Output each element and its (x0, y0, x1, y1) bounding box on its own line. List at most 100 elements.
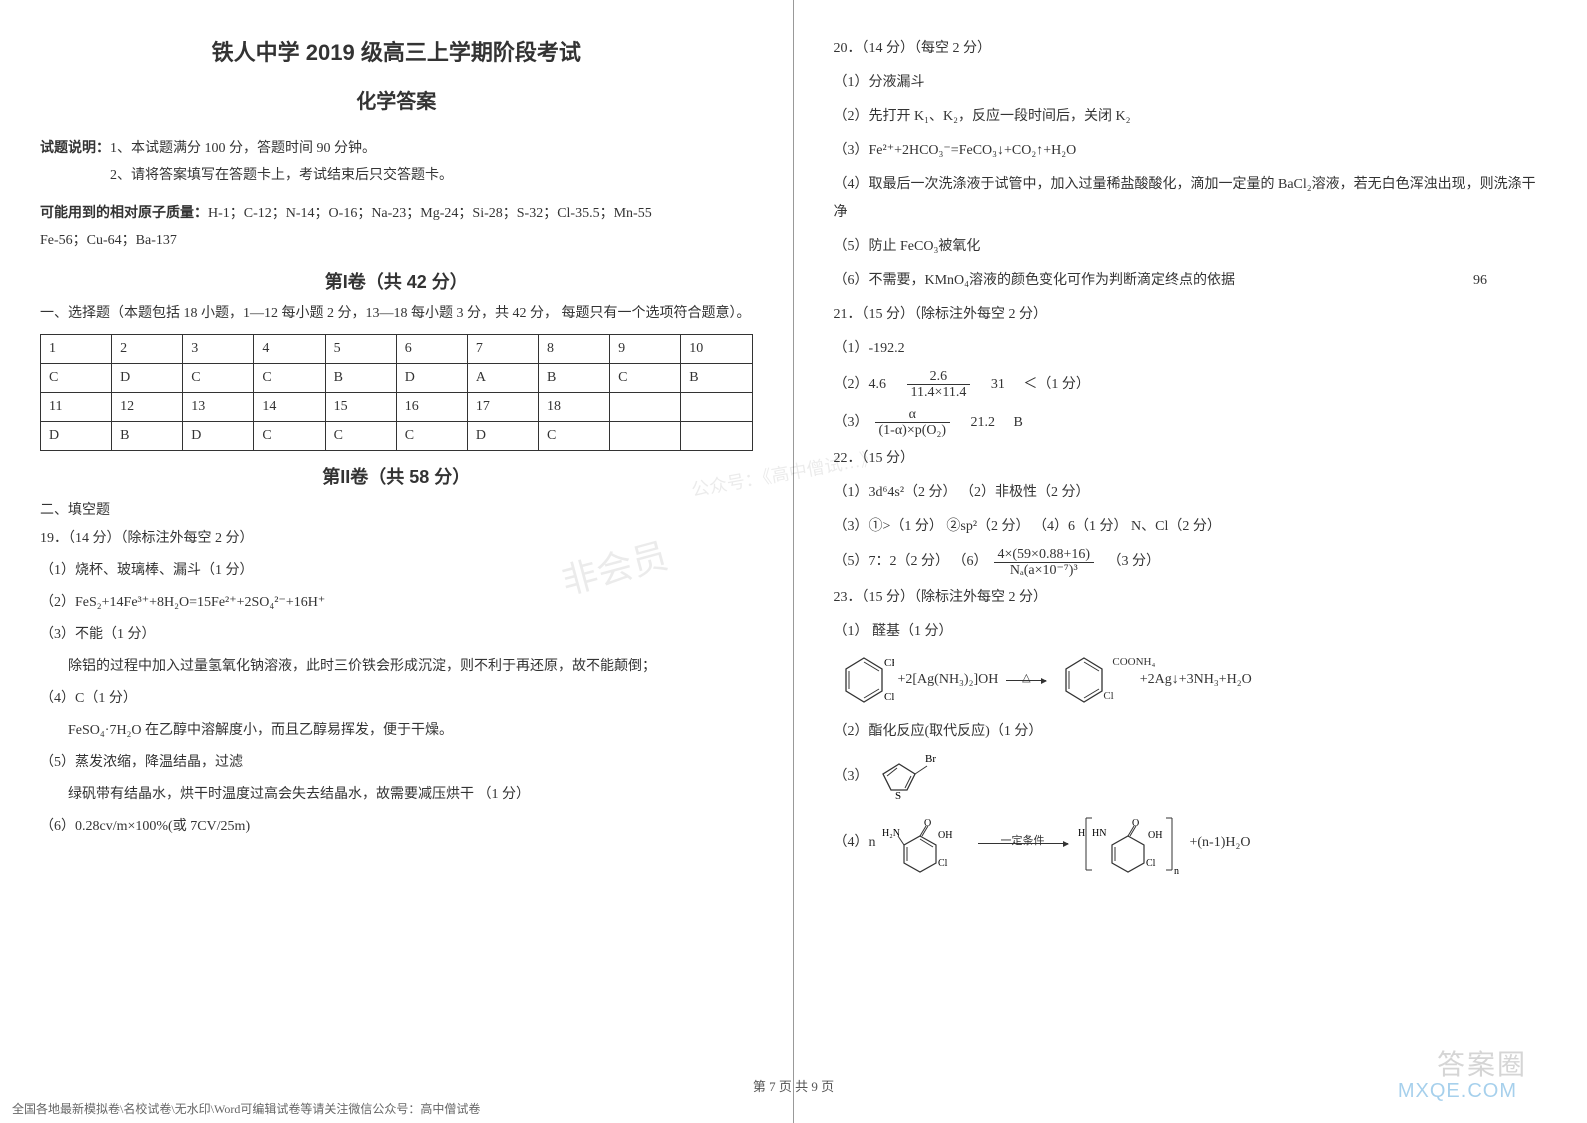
table-cell: 16 (396, 393, 467, 422)
table-cell: 4 (254, 335, 325, 364)
table-row: D B D C C C D C (41, 422, 753, 451)
q22-p6-frac: 4×(59×0.88+16) Nₐ(a×10⁻⁷)³ (994, 547, 1095, 579)
frac-num: 4×(59×0.88+16) (994, 547, 1095, 563)
q21-p2-frac: 2.6 11.4×11.4 (907, 369, 971, 401)
table-cell: C (538, 422, 609, 451)
table-cell: 14 (254, 393, 325, 422)
q23-p4: （4）n H₂N O OH Cl 一定条件 H HN (834, 808, 1548, 878)
table-cell: D (112, 364, 183, 393)
fill-label: 二、填空题 (40, 499, 753, 519)
table-cell: 11 (41, 393, 112, 422)
svg-text:Cl: Cl (938, 858, 948, 869)
frac-den: (1-α)×p(O₂) (875, 423, 951, 438)
polymer-icon: H HN O OH Cl n (1076, 808, 1186, 878)
table-cell: C (610, 364, 681, 393)
answer-table: 1 2 3 4 5 6 7 8 9 10 C D C C B D A B C (40, 334, 753, 451)
arrow-cond2: 一定条件 (1001, 830, 1045, 852)
frac-num: α (875, 407, 951, 423)
reaction4-tail: +(n-1)H₂O (1190, 829, 1251, 857)
svg-text:n: n (1174, 866, 1179, 877)
table-cell: B (681, 364, 752, 393)
q19-p4b: FeSO₄·7H₂O 在乙醇中溶解度小，而且乙醇易挥发，便于干燥。 (40, 717, 753, 745)
cl-label: Cl (884, 691, 894, 703)
table-cell: 3 (183, 335, 254, 364)
q19-head: 19．（14 分）（除标注外每空 2 分） (40, 525, 753, 553)
q23-p1: （1） 醛基（1 分） (834, 618, 1548, 646)
main-title: 铁人中学 2019 级高三上学期阶段考试 (40, 35, 753, 67)
q20-p1: （1）分液漏斗 (834, 69, 1548, 97)
table-row: 11 12 13 14 15 16 17 18 (41, 393, 753, 422)
q21-head: 21．（15 分）（除标注外每空 2 分） (834, 301, 1548, 329)
q19-p5b: 绿矾带有结晶水，烘干时温度过高会失去结晶水，故需要减压烘干 （1 分） (40, 781, 753, 809)
q23-p2: （2）酯化反应(取代反应)（1 分） (834, 718, 1548, 746)
table-cell: A (467, 364, 538, 393)
q20-head: 20．（14 分）（每空 2 分） (834, 35, 1548, 63)
table-cell: 9 (610, 335, 681, 364)
reagent-text: +2[Ag(NH₃)₂]OH (898, 666, 999, 694)
table-cell (681, 393, 752, 422)
table-cell: B (325, 364, 396, 393)
arrow-icon: 一定条件 (978, 843, 1068, 844)
q19-p6: （6）0.28cv/m×100%(或 7CV/25m) (40, 813, 753, 841)
right-column: 20．（14 分）（每空 2 分） （1）分液漏斗 （2）先打开 K₁、K₂，反… (794, 0, 1587, 1123)
q20-p6-text: （6）不需要，KMnO₄溶液的颜色变化可作为判断滴定终点的依据 (834, 273, 1236, 288)
instructions-line2: 2、请将答案填写在答题卡上，考试结束后只交答题卡。 (110, 168, 453, 183)
q21-p3a: （3） (834, 409, 869, 437)
table-cell: C (254, 422, 325, 451)
instructions: 试题说明：1、本试题满分 100 分，答题时间 90 分钟。 2、请将答案填写在… (40, 136, 753, 189)
page-number: 第 7 页 共 9 页 (0, 1076, 1587, 1095)
atomic-line1: H-1；C-12；N-14；O-16；Na-23；Mg-24；Si-28；S-3… (208, 206, 652, 221)
table-cell: C (183, 364, 254, 393)
q19-p1: （1）烧杯、玻璃棒、漏斗（1 分） (40, 557, 753, 585)
q21-p2c: ＜（1 分） (1023, 371, 1090, 399)
frac-den: 11.4×11.4 (907, 385, 971, 400)
table-cell: D (41, 422, 112, 451)
cho-label: CHO (884, 657, 894, 669)
table-cell: D (467, 422, 538, 451)
q21-p3b: 21.2 (971, 409, 996, 437)
q22-p6-note: （3 分） (1108, 548, 1161, 576)
table-cell: B (538, 364, 609, 393)
frac-den: Nₐ(a×10⁻⁷)³ (994, 563, 1095, 578)
exam-page: 铁人中学 2019 级高三上学期阶段考试 化学答案 试题说明：1、本试题满分 1… (0, 0, 1587, 1123)
q23-p3-label: （3） (834, 763, 869, 791)
atomic-label: 可能用到的相对原子质量： (40, 206, 208, 221)
q19-p3b: 除铝的过程中加入过量氢氧化钠溶液，此时三价铁会形成沉淀，则不利于再还原，故不能颠… (40, 653, 753, 681)
table-cell (681, 422, 752, 451)
table-cell: 1 (41, 335, 112, 364)
table-cell: C (254, 364, 325, 393)
q23-p4-label: （4）n (834, 829, 876, 857)
table-cell: 5 (325, 335, 396, 364)
q20-p5: （5）防止 FeCO₃被氧化 (834, 233, 1548, 261)
q19-p4a: （4）C（1 分） (40, 685, 753, 713)
table-cell: 12 (112, 393, 183, 422)
table-cell (610, 393, 681, 422)
q20-p4: （4）取最后一次洗涤液于试管中，加入过量稀盐酸酸化，滴加一定量的 BaCl₂溶液… (834, 171, 1548, 227)
left-column: 铁人中学 2019 级高三上学期阶段考试 化学答案 试题说明：1、本试题满分 1… (0, 0, 794, 1123)
instructions-label: 试题说明： (40, 141, 110, 156)
q19-p2: （2）FeS₂+14Fe³⁺+8H₂O=15Fe²⁺+2SO₄²⁻+16H⁺ (40, 589, 753, 617)
table-row: 1 2 3 4 5 6 7 8 9 10 (41, 335, 753, 364)
monomer-icon: H₂N O OH Cl (880, 808, 970, 878)
table-cell: D (183, 422, 254, 451)
table-cell: 2 (112, 335, 183, 364)
q22-p1: （1）3d⁶4s²（2 分） （2）非极性（2 分） (834, 479, 1548, 507)
table-cell: 7 (467, 335, 538, 364)
svg-text:OH: OH (1148, 830, 1162, 841)
q21-p2: （2）4.6 2.6 11.4×11.4 31 ＜（1 分） (834, 369, 1548, 401)
frac-num: 2.6 (907, 369, 971, 385)
q20-p6: （6）不需要，KMnO₄溶液的颜色变化可作为判断滴定终点的依据 96 (834, 267, 1548, 295)
br-label: Br (925, 753, 936, 765)
footer-note: 全国各地最新模拟卷\名校试卷\无水印\Word可编辑试卷等请关注微信公众号：高中… (12, 1100, 480, 1117)
cl-label2: Cl (1103, 685, 1113, 707)
q19-p3a: （3）不能（1 分） (40, 621, 753, 649)
table-cell: 10 (681, 335, 752, 364)
q22-p5a: （5）7：2（2 分） （6） (834, 548, 988, 576)
benzene-icon: CHO Cl (834, 652, 894, 708)
q21-p1: （1）-192.2 (834, 335, 1548, 363)
q23-head: 23．（15 分）（除标注外每空 2 分） (834, 584, 1548, 612)
table-cell: C (396, 422, 467, 451)
svg-text:OH: OH (938, 830, 952, 841)
section1-title: 第I卷（共 42 分） (40, 268, 753, 294)
table-cell: B (112, 422, 183, 451)
